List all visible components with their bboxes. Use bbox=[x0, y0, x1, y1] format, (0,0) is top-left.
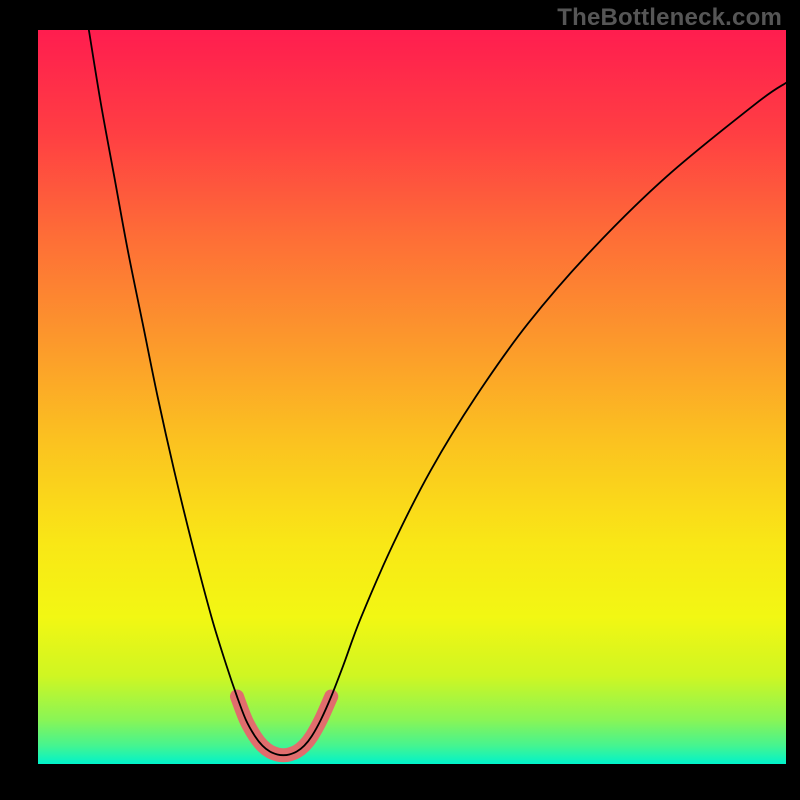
plot-area bbox=[38, 30, 786, 764]
watermark-text: TheBottleneck.com bbox=[557, 4, 782, 32]
chart-container: TheBottleneck.com bbox=[0, 0, 800, 800]
bottleneck-chart bbox=[0, 0, 800, 800]
